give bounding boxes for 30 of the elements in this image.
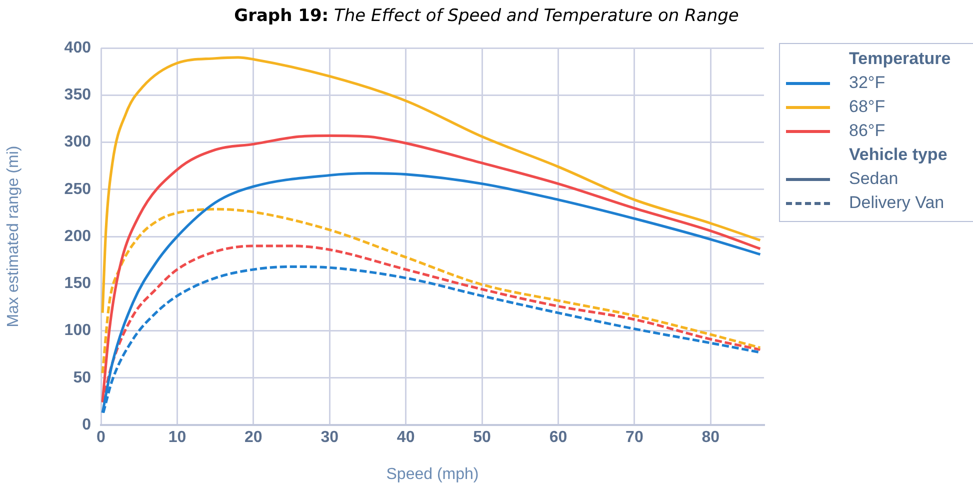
legend-label: 32°F	[849, 73, 886, 93]
legend-title: Temperature	[848, 48, 952, 70]
x-tick-label: 40	[396, 429, 415, 446]
y-tick-label: 200	[64, 228, 92, 245]
y-tick-label: 350	[64, 86, 92, 104]
y-axis-title: Max estimated range (mi)	[5, 146, 22, 328]
x-axis-title: Speed (mph)	[386, 466, 479, 483]
legend-label: 68°F	[849, 97, 886, 117]
legend-label: 86°F	[849, 121, 886, 141]
y-tick-label: 150	[64, 275, 92, 292]
x-tick-label: 0	[96, 429, 106, 446]
y-tick-label: 50	[73, 369, 92, 386]
y-tick-label: 300	[64, 134, 92, 151]
y-tick-label: 0	[82, 416, 92, 434]
legend-label: Delivery Van	[849, 193, 944, 213]
y-tick-label: 400	[64, 39, 92, 56]
y-tick-label: 250	[64, 180, 92, 198]
x-tick-label: 30	[320, 429, 339, 446]
x-tick-label: 80	[702, 429, 720, 446]
x-tick-label: 20	[244, 429, 262, 446]
y-tick-label: 100	[64, 322, 92, 340]
x-tick-label: 60	[549, 429, 568, 446]
x-tick-label: 70	[626, 429, 644, 446]
x-tick-label: 10	[168, 429, 186, 446]
chart-title: Graph 19: The Effect of Speed and Temperature on Range	[234, 6, 739, 26]
line-series	[101, 208, 762, 374]
text: Vehicle type	[848, 144, 948, 166]
x-tick-label: 50	[473, 429, 492, 446]
legend-label: Sedan	[849, 169, 898, 189]
line-series	[101, 56, 762, 314]
